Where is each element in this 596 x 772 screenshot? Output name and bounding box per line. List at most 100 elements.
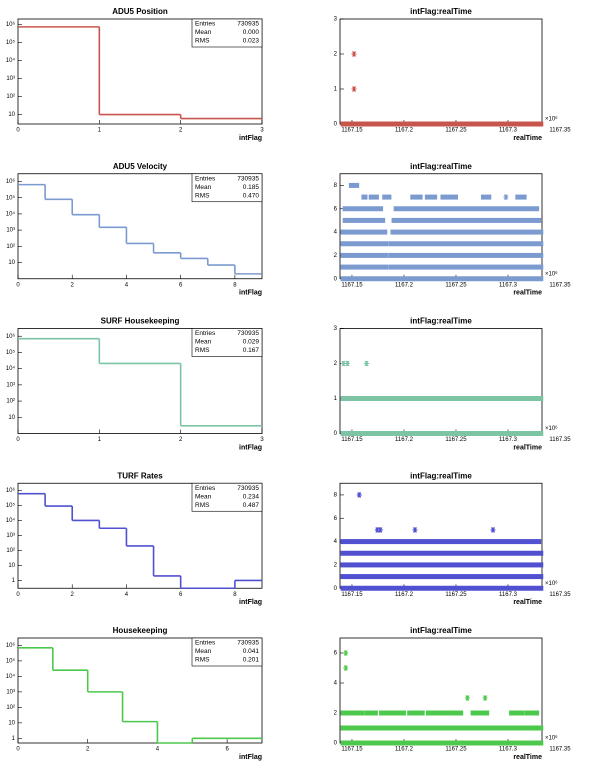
x-tick-label: 1 (98, 128, 102, 134)
stats-value: 0.041 (243, 648, 260, 655)
star-band (340, 585, 544, 591)
star-band (364, 710, 378, 716)
x-tick-label: 0 (16, 747, 20, 753)
star-marker (464, 695, 470, 701)
y-tick-label: 10 (8, 415, 15, 421)
y-tick-label: 10³ (6, 689, 15, 695)
y-tick-label: 10⁵ (6, 194, 16, 201)
stats-box (191, 328, 263, 357)
x-tick-label: 4 (125, 592, 129, 598)
star-marker (490, 527, 496, 533)
plot-frame (17, 173, 263, 280)
x-axis-label: intFlag (239, 135, 262, 142)
x-tick-label: 1167.25 (445, 747, 467, 753)
stats-value: 730935 (237, 175, 259, 182)
star-band (340, 252, 389, 258)
star-band (509, 710, 525, 716)
stats-value: 0.167 (243, 347, 260, 354)
y-tick-label: 10 (8, 112, 15, 118)
stats-label: Entries (195, 175, 216, 182)
star-band (361, 194, 368, 200)
x-tick-label: 2 (86, 747, 90, 753)
stats-value: 0.201 (243, 657, 260, 664)
stats-box (191, 482, 263, 512)
x-tick-label: 1167.35 (549, 437, 571, 443)
chart-title: intFlag:realTime (410, 7, 472, 16)
plot-frame (17, 482, 263, 589)
y-tick-label: 10⁵ (6, 39, 16, 46)
y-tick-label: 2 (334, 711, 338, 717)
star-marker (412, 527, 418, 533)
star-marker (356, 492, 362, 498)
stats-label: Mean (195, 339, 212, 346)
x-multiplier: ×10⁶ (545, 735, 558, 742)
stats-value: 0.000 (243, 29, 260, 36)
chart-title: intFlag:realTime (410, 471, 472, 480)
x-tick-label: 0 (16, 282, 20, 288)
y-tick-label: 10⁶ (6, 21, 16, 28)
plot-frame (339, 173, 543, 280)
y-tick-label: 0 (334, 122, 338, 128)
star-band (515, 194, 527, 200)
star-marker (351, 86, 357, 92)
star-band (524, 710, 540, 716)
x-tick-label: 1 (98, 437, 102, 443)
star-marker (343, 650, 349, 656)
x-tick-label: 1167.3 (499, 747, 518, 753)
y-tick-label: 3 (334, 17, 338, 23)
star-marker (377, 527, 383, 533)
x-axis-label: realTime (513, 290, 542, 297)
star-band (393, 206, 540, 212)
x-tick-label: 4 (156, 747, 160, 753)
x-tick-label: 1167.3 (499, 592, 518, 598)
star-band (407, 710, 425, 716)
star-band (368, 194, 379, 200)
stats-value: 0.023 (243, 38, 260, 45)
x-tick-label: 2 (71, 282, 75, 288)
x-tick-label: 1167.25 (445, 282, 467, 288)
y-tick-label: 10² (6, 244, 15, 250)
x-tick-label: 1167.15 (341, 747, 363, 753)
x-axis-label: realTime (513, 444, 542, 451)
star-band (340, 121, 544, 127)
x-tick-label: 1167.3 (499, 128, 518, 134)
stats-box (191, 18, 263, 48)
x-tick-label: 1167.2 (395, 128, 414, 134)
star-marker (343, 665, 349, 671)
y-tick-label: 1 (334, 87, 338, 93)
x-multiplier: ×10⁶ (545, 580, 558, 587)
x-tick-label: 1167.2 (395, 282, 414, 288)
x-tick-label: 2 (179, 128, 183, 134)
star-band (424, 194, 438, 200)
x-tick-label: 4 (125, 282, 129, 288)
y-tick-label: 10⁴ (6, 365, 16, 372)
star-band (340, 539, 542, 545)
x-axis-label: intFlag (239, 599, 262, 606)
chart-title: TURF Rates (117, 471, 163, 480)
x-tick-label: 0 (16, 128, 20, 134)
stats-value: 0.185 (243, 184, 260, 191)
stats-value: 730935 (237, 485, 259, 492)
x-multiplier: ×10⁶ (545, 425, 558, 432)
star-band (425, 710, 464, 716)
x-tick-label: 1167.15 (341, 437, 363, 443)
y-tick-label: 10⁴ (6, 517, 16, 524)
x-tick-label: 1167.25 (445, 592, 467, 598)
star-band (340, 550, 544, 556)
x-tick-label: 0 (16, 592, 20, 598)
y-tick-label: 6 (334, 651, 338, 657)
chart-title: intFlag:realTime (410, 626, 472, 635)
star-band (340, 396, 544, 401)
x-tick-label: 2 (179, 437, 183, 443)
y-tick-label: 10⁵ (6, 502, 16, 509)
stats-label: Entries (195, 640, 216, 647)
stats-value: 730935 (237, 330, 259, 337)
y-tick-label: 10³ (6, 228, 15, 234)
x-tick-label: 1167.2 (395, 592, 414, 598)
y-tick-label: 6 (334, 516, 338, 522)
star-marker (374, 527, 380, 533)
star-band (388, 264, 544, 270)
star-marker (351, 51, 357, 57)
stats-label: Mean (195, 184, 212, 191)
y-tick-label: 4 (334, 681, 338, 687)
